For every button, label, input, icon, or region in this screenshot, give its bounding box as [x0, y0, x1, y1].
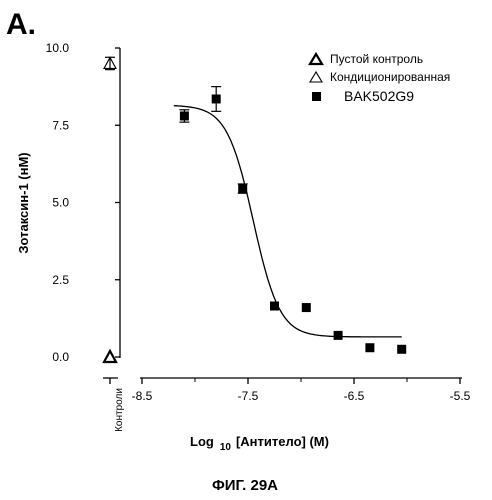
point-bak502g9 [211, 94, 221, 104]
y-axis-title: Зотаксин-1 (нМ) [16, 152, 31, 253]
fit-curve [173, 105, 402, 338]
x-ticks: -8.5 -7.5 -6.5 -5.5 [132, 378, 471, 403]
x-axis-title: Log 10 [Антитело] (М) [190, 434, 329, 453]
panel-label: A. [6, 8, 36, 41]
x-axis-title-suffix: [Антитело] (М) [236, 434, 329, 449]
figure-caption: ФИГ. 29A [212, 477, 278, 494]
point-bak502g9 [179, 111, 189, 121]
legend: Пустой контроль Кондиционированная BAK50… [308, 51, 450, 104]
legend-marker-triangle-open [309, 70, 323, 83]
x-tick-label: -6.5 [344, 389, 365, 403]
y-tick-label: 10.0 [46, 41, 70, 55]
data-points [102, 56, 407, 364]
legend-label: Кондиционированная [330, 70, 450, 84]
y-tick-label: 5.0 [52, 196, 69, 210]
point-bak502g9 [365, 343, 375, 353]
legend-marker-triangle-bold [308, 51, 324, 66]
point-blank-control [102, 348, 118, 364]
x-axis-title-subscript: 10 [220, 442, 232, 453]
legend-label: Пустой контроль [330, 52, 423, 66]
legend-marker-square [312, 92, 321, 101]
point-conditioned [103, 56, 117, 69]
x-tick-label: -7.5 [238, 389, 259, 403]
y-axis: 0.0 2.5 5.0 7.5 10.0 [46, 41, 121, 364]
y-tick-label: 0.0 [52, 350, 69, 364]
x-tick-label: -5.5 [450, 389, 471, 403]
point-bak502g9 [333, 330, 343, 340]
legend-item-conditioned: Кондиционированная [309, 70, 450, 84]
control-axis-label: Контроли [114, 388, 125, 432]
control-axis: Контроли [103, 377, 125, 432]
y-tick-label: 7.5 [52, 118, 69, 132]
y-ticks: 0.0 2.5 5.0 7.5 10.0 [46, 41, 120, 364]
legend-item-bak502g9: BAK502G9 [312, 88, 414, 104]
legend-item-blank-control: Пустой контроль [308, 51, 423, 66]
point-bak502g9 [270, 301, 279, 311]
y-tick-label: 2.5 [52, 273, 69, 287]
x-axis-title-prefix: Log [190, 434, 214, 449]
point-bak502g9 [397, 344, 407, 354]
x-axis: -8.5 -7.5 -6.5 -5.5 [132, 377, 471, 403]
x-tick-label: -8.5 [132, 389, 153, 403]
point-bak502g9 [238, 184, 248, 194]
legend-label: BAK502G9 [344, 88, 414, 104]
point-bak502g9 [301, 303, 311, 313]
